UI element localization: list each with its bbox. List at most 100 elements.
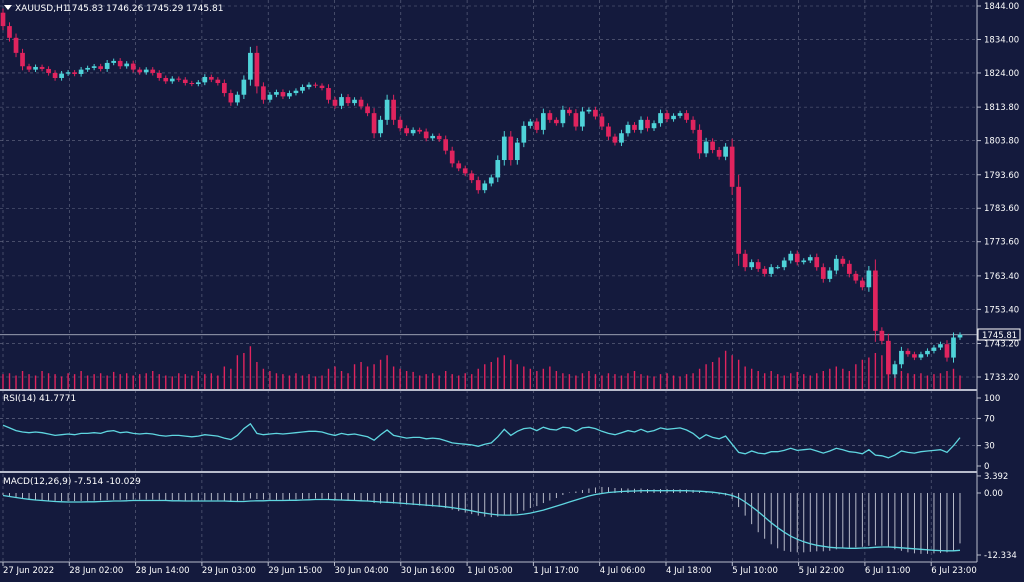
candle-body — [534, 121, 540, 130]
candle-body — [248, 52, 253, 80]
candle-body — [925, 350, 930, 355]
candle-body — [768, 267, 774, 274]
symbol-label: XAUUSD,H1 — [15, 4, 69, 14]
volume-bars — [2, 346, 961, 389]
candle-body — [664, 113, 670, 120]
candle-body — [508, 136, 514, 161]
candle-body — [488, 177, 494, 184]
candle-body — [111, 60, 117, 63]
time-tick-label: 29 Jun 03:00 — [202, 566, 256, 576]
candle-body — [280, 92, 286, 97]
candle-body — [951, 337, 956, 358]
candle-body — [13, 37, 19, 53]
price-tick-label: 1733.20 — [984, 373, 1019, 383]
candle-body — [52, 72, 58, 78]
candle-body — [625, 124, 631, 134]
candle-body — [801, 260, 807, 263]
candle-body — [339, 97, 344, 106]
candle-body — [567, 109, 572, 114]
candle-body — [254, 52, 260, 87]
candle-body — [501, 136, 507, 161]
candle-body — [130, 63, 136, 70]
time-tick-label: 27 Jun 2022 — [3, 566, 54, 576]
candle-body — [33, 66, 38, 70]
candle-body — [462, 168, 468, 174]
price-tick-label: 1773.60 — [984, 238, 1019, 248]
macd-tick-label: -12.334 — [984, 551, 1017, 561]
candle-body — [46, 68, 51, 73]
candle-body — [781, 260, 787, 268]
candle-body — [957, 334, 963, 338]
candle-body — [345, 97, 351, 104]
time-tick-label: 28 Jun 14:00 — [136, 566, 190, 576]
candlesticks — [0, 8, 963, 382]
candle-body — [853, 273, 859, 281]
candle-body — [208, 76, 214, 80]
candle-body — [91, 66, 97, 68]
candle-body — [755, 262, 761, 269]
candle-body — [905, 350, 911, 355]
candle-body — [846, 263, 852, 274]
candle-body — [833, 258, 839, 271]
ohlc-label: 1745.83 1746.26 1745.29 1745.81 — [66, 4, 223, 14]
price-tick-label: 1763.40 — [984, 272, 1019, 282]
candle-body — [189, 83, 195, 85]
time-tick-label: 28 Jun 02:00 — [69, 566, 123, 576]
candle-body — [117, 60, 123, 67]
candle-body — [840, 258, 846, 264]
candle-body — [742, 253, 748, 268]
macd-label: MACD(12,26,9) -7.514 -10.029 — [3, 477, 141, 487]
candle-body — [586, 109, 592, 112]
candle-body — [651, 123, 657, 129]
triangle-down-icon[interactable] — [4, 5, 12, 10]
candle-body — [365, 106, 370, 114]
macd-tick-label: 0.00 — [984, 489, 1003, 499]
candle-body — [59, 73, 64, 78]
candle-body — [371, 113, 377, 134]
candle-body — [404, 128, 409, 134]
candle-body — [938, 344, 943, 348]
candle-body — [723, 146, 728, 157]
candle-body — [860, 280, 865, 288]
candle-body — [26, 66, 32, 70]
candle-body — [72, 72, 77, 74]
candle-body — [65, 72, 71, 74]
current-price-tag-text: 1745.81 — [982, 331, 1017, 341]
candle-body — [710, 141, 715, 150]
candle-body — [326, 88, 331, 100]
rsi-tick-label: 70 — [984, 414, 995, 424]
candle-body — [267, 94, 273, 100]
time-tick-label: 30 Jun 04:00 — [335, 566, 389, 576]
price-tick-label: 1783.60 — [984, 204, 1019, 214]
candle-body — [430, 135, 436, 139]
candle-body — [729, 146, 735, 187]
candle-body — [749, 262, 755, 268]
candle-body — [313, 84, 318, 86]
candle-body — [163, 77, 169, 82]
time-tick-label: 6 Jul 11:00 — [865, 566, 911, 576]
candle-body — [547, 113, 553, 120]
rsi-line — [2, 422, 961, 459]
rsi-label: RSI(14) 41.7771 — [3, 394, 76, 404]
candle-body — [482, 183, 488, 191]
time-tick-label: 4 Jul 06:00 — [600, 566, 646, 576]
candle-body — [827, 270, 833, 279]
candle-body — [169, 78, 175, 82]
candle-body — [736, 186, 741, 254]
candle-body — [638, 119, 644, 130]
candle-body — [228, 93, 234, 103]
candle-body — [202, 76, 208, 83]
candle-body — [39, 66, 45, 69]
candle-body — [866, 270, 872, 288]
candle-body — [150, 69, 156, 73]
candle-body — [684, 113, 689, 120]
candle-body — [391, 99, 396, 120]
candle-body — [573, 113, 579, 127]
candle-body — [632, 124, 637, 130]
candle-body — [261, 86, 266, 100]
candle-body — [443, 139, 449, 151]
candle-body — [814, 257, 820, 268]
